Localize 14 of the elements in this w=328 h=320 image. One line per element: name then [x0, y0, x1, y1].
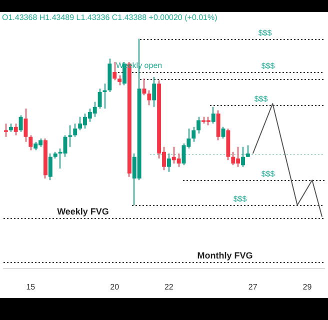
x-tick-label: 27: [248, 282, 258, 292]
ref-line-label: $$$: [261, 62, 276, 71]
ref-line-label: $$$: [261, 170, 276, 179]
ref-line-label: $$$: [254, 94, 268, 104]
x-tick-label: 22: [164, 282, 174, 292]
ref-line-label: Monthly FVG: [197, 250, 253, 260]
ref-line-label: $$$: [258, 28, 272, 38]
x-tick-label: 29: [302, 282, 312, 292]
ref-line-label: $$$: [233, 194, 248, 204]
x-tick-label: 20: [110, 282, 120, 292]
chart-subtitle: O1.43368 H1.43489 L1.43336 C1.43388 +0.00020 (+0.01%): [2, 13, 218, 22]
candlestick: [68, 125, 72, 147]
ref-line-label: Weekly FVG: [57, 206, 109, 216]
x-tick-label: 15: [26, 282, 36, 292]
